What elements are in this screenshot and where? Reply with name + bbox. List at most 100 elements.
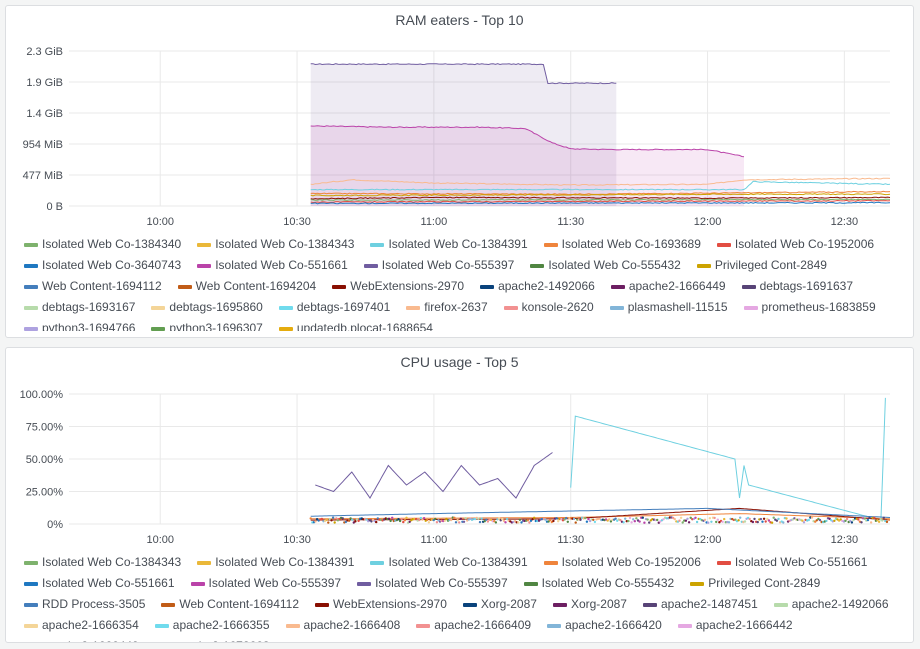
legend-label: Web Content-1694112 — [42, 279, 162, 293]
legend-item[interactable]: Xorg-2087 — [552, 594, 627, 615]
legend-swatch — [151, 305, 166, 310]
legend-item[interactable]: Isolated Web Co-555432 — [523, 573, 674, 594]
legend-item[interactable]: debtags-1693167 — [24, 297, 135, 318]
legend-item[interactable]: apache2-1666449 — [24, 636, 139, 642]
activity-point — [565, 516, 568, 520]
legend-swatch — [552, 602, 567, 607]
legend-item[interactable]: Isolated Web Co-1384343 — [24, 552, 181, 573]
activity-point — [833, 519, 836, 522]
legend-item[interactable]: prometheus-1683859 — [743, 297, 876, 318]
legend-item[interactable]: Isolated Web Co-555397 — [190, 573, 341, 594]
legend-item[interactable]: updatedb.plocat-1688654 — [278, 318, 433, 331]
activity-point — [681, 521, 684, 524]
legend-item[interactable]: Isolated Web Co-555397 — [357, 573, 508, 594]
series-line — [310, 177, 891, 186]
legend-item[interactable]: Isolated Web Co-1952006 — [543, 552, 701, 573]
legend-item[interactable]: Isolated Web Co-551661 — [716, 552, 868, 573]
legend-item[interactable]: apache2-1492066 — [480, 276, 595, 297]
activity-point — [341, 517, 344, 520]
activity-point — [723, 517, 726, 521]
legend-item[interactable]: Isolated Web Co-1952006 — [716, 234, 874, 255]
legend-item[interactable]: apache2-1487451 — [642, 594, 758, 615]
legend-item[interactable]: Web Content-1694204 — [177, 276, 316, 297]
legend-item[interactable]: Isolated Web Co-555432 — [530, 255, 681, 276]
legend-item[interactable]: RDD Process-3505 — [24, 594, 145, 615]
activity-point — [477, 517, 480, 520]
activity-point — [320, 517, 324, 521]
legend-item[interactable]: plasmashell-11515 — [609, 297, 728, 318]
legend-item[interactable]: apache2-1666420 — [547, 615, 662, 636]
legend-item[interactable]: apache2-1666354 — [24, 615, 139, 636]
legend-item[interactable]: debtags-1697401 — [278, 297, 391, 318]
activity-point — [450, 518, 453, 522]
legend-item[interactable]: Web Content-1694112 — [24, 276, 162, 297]
legend-swatch — [480, 284, 495, 289]
legend-swatch — [278, 305, 293, 310]
legend-item[interactable]: debtags-1691637 — [741, 276, 853, 297]
legend-item[interactable]: Xorg-2087 — [462, 594, 537, 615]
legend-label: firefox-2637 — [424, 300, 488, 314]
activity-point — [549, 518, 552, 522]
legend-item[interactable]: python3-1694766 — [24, 318, 135, 331]
activity-point — [405, 516, 408, 519]
activity-point — [464, 517, 467, 520]
legend-item[interactable]: Isolated Web Co-1384340 — [24, 234, 181, 255]
legend-item[interactable]: Isolated Web Co-551661 — [197, 255, 348, 276]
legend-item[interactable]: firefox-2637 — [406, 297, 488, 318]
legend-item[interactable]: apache2-1666449 — [610, 276, 726, 297]
activity-point — [624, 517, 627, 520]
activity-point — [354, 520, 357, 523]
legend-swatch — [773, 602, 788, 607]
legend-item[interactable]: Privileged Cont-2849 — [696, 255, 827, 276]
legend-item[interactable]: apache2-1666355 — [154, 615, 270, 636]
activity-point — [557, 520, 560, 523]
legend-item[interactable]: konsole-2620 — [503, 297, 594, 318]
activity-point — [766, 517, 769, 521]
legend-label: apache2-1666442 — [695, 618, 793, 632]
activity-point — [628, 516, 632, 520]
legend-item[interactable]: Web Content-1694112 — [161, 594, 299, 615]
legend-swatch — [161, 602, 176, 607]
legend-item[interactable]: python3-1696307 — [151, 318, 263, 331]
activity-point — [528, 521, 531, 524]
legend-item[interactable]: apache2-1666442 — [677, 615, 793, 636]
legend-label: apache2-1666449 — [628, 279, 726, 293]
y-tick-label: 25.00% — [26, 487, 64, 499]
legend-swatch — [24, 242, 38, 247]
legend-item[interactable]: Isolated Web Co-3640743 — [24, 255, 181, 276]
legend-swatch — [609, 305, 624, 310]
ram-panel-title[interactable]: RAM eaters - Top 10 — [395, 12, 524, 28]
legend-label: Isolated Web Co-551661 — [734, 555, 868, 569]
legend-item[interactable]: apache2-1666409 — [416, 615, 531, 636]
activity-point — [418, 518, 421, 522]
activity-point — [309, 517, 312, 520]
activity-point — [609, 520, 613, 523]
legend-swatch — [523, 581, 538, 586]
activity-point — [335, 517, 338, 520]
legend-item[interactable]: WebExtensions-2970 — [332, 276, 464, 297]
legend-item[interactable]: apache2-1492066 — [773, 594, 889, 615]
legend-item[interactable]: Isolated Web Co-1384391 — [370, 234, 528, 255]
legend-item[interactable]: Isolated Web Co-551661 — [24, 573, 175, 594]
series-line — [310, 201, 891, 205]
legend-item[interactable]: Isolated Web Co-1693689 — [543, 234, 701, 255]
series-line — [310, 190, 891, 196]
legend-label: debtags-1697401 — [296, 300, 391, 314]
activity-point — [489, 518, 493, 522]
legend-item[interactable]: apache2-1672663 — [155, 636, 270, 642]
legend-item[interactable]: Isolated Web Co-1384343 — [197, 234, 354, 255]
series-line — [310, 125, 745, 158]
activity-point — [314, 520, 317, 523]
legend-item[interactable]: Isolated Web Co-555397 — [363, 255, 514, 276]
legend-item[interactable]: Privileged Cont-2849 — [690, 573, 820, 594]
legend-label: Isolated Web Co-3640743 — [42, 258, 182, 272]
legend-item[interactable]: debtags-1695860 — [151, 297, 263, 318]
legend-item[interactable]: WebExtensions-2970 — [315, 594, 447, 615]
legend-item[interactable]: Isolated Web Co-1384391 — [197, 552, 354, 573]
legend-label: Isolated Web Co-555432 — [548, 258, 681, 272]
legend-item[interactable]: apache2-1666408 — [285, 615, 400, 636]
legend-swatch — [24, 560, 38, 565]
cpu-panel-title[interactable]: CPU usage - Top 5 — [400, 354, 519, 370]
legend-label: plasmashell-11515 — [627, 300, 728, 314]
legend-item[interactable]: Isolated Web Co-1384391 — [370, 552, 528, 573]
